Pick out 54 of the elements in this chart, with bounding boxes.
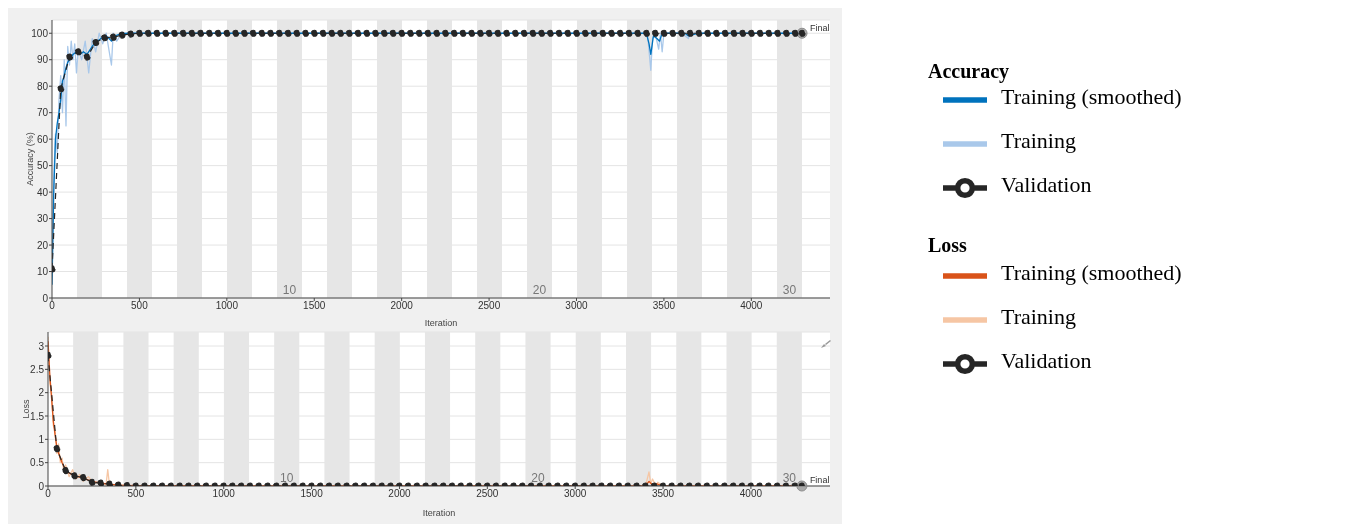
y-tick-label: 70: [36, 107, 49, 119]
y-tick-label: 10: [36, 266, 49, 278]
band-label: 10: [280, 471, 294, 485]
y-tick-label: 2: [38, 387, 45, 399]
y-tick-label: 3: [38, 340, 45, 352]
legend-label: Training: [1001, 127, 1076, 153]
y-tick-label: 0: [38, 480, 45, 492]
annotation: Final: [810, 22, 830, 33]
legend-label: Training (smoothed): [1001, 259, 1182, 285]
x-tick-label: 3500: [652, 300, 676, 312]
x-tick-label: 1500: [303, 300, 326, 312]
x-tick-label: 2500: [476, 488, 499, 500]
legend-title: Accuracy: [928, 60, 1010, 83]
band-label: 30: [782, 283, 797, 297]
y-tick-label: 50: [36, 160, 49, 172]
legend-label: Validation: [1001, 171, 1092, 197]
x-tick-label: 2000: [390, 300, 414, 312]
y-tick-label: 20: [36, 239, 49, 251]
y-tick-label: 100: [31, 27, 49, 39]
y-axis-title: Loss: [21, 399, 32, 419]
y-axis-title: Accuracy (%): [25, 132, 36, 186]
x-tick-label: 1000: [215, 300, 239, 312]
x-tick-label: 500: [131, 300, 149, 312]
x-axis-title: Iteration: [424, 318, 458, 328]
y-tick-label: 90: [36, 54, 49, 66]
y-tick-label: 2.5: [30, 363, 45, 375]
x-tick-label: 2500: [477, 300, 501, 312]
y-tick-label: 40: [36, 186, 49, 198]
band-label: 20: [531, 471, 546, 485]
y-tick-label: 1: [38, 433, 45, 445]
x-tick-label: 1500: [300, 488, 324, 500]
y-tick-label: 80: [36, 80, 49, 92]
y-tick-label: 1.5: [30, 410, 45, 422]
annotation: Final: [809, 475, 830, 486]
x-tick-label: 3000: [564, 488, 587, 500]
y-tick-label: 30: [36, 213, 49, 225]
y-tick-label: 60: [36, 133, 49, 145]
band-label: 30: [782, 471, 797, 485]
legend-label: Training (smoothed): [1001, 83, 1182, 109]
y-tick-label: 0: [42, 292, 49, 304]
x-tick-label: 1000: [212, 488, 236, 500]
legend-label: Training: [1001, 303, 1076, 329]
band-label: 20: [532, 283, 547, 297]
x-tick-label: 2000: [388, 488, 412, 500]
band-label: 10: [282, 283, 297, 297]
x-tick-label: 4000: [740, 300, 763, 312]
legend-title: Loss: [928, 234, 967, 257]
x-axis-title: Iteration: [422, 508, 456, 518]
x-tick-label: 3000: [565, 300, 589, 312]
y-tick-label: 0.5: [30, 457, 45, 469]
x-tick-label: 3500: [651, 488, 675, 500]
x-tick-label: 500: [127, 488, 145, 500]
legend-label: Validation: [1001, 347, 1092, 373]
x-tick-label: 4000: [739, 488, 763, 500]
